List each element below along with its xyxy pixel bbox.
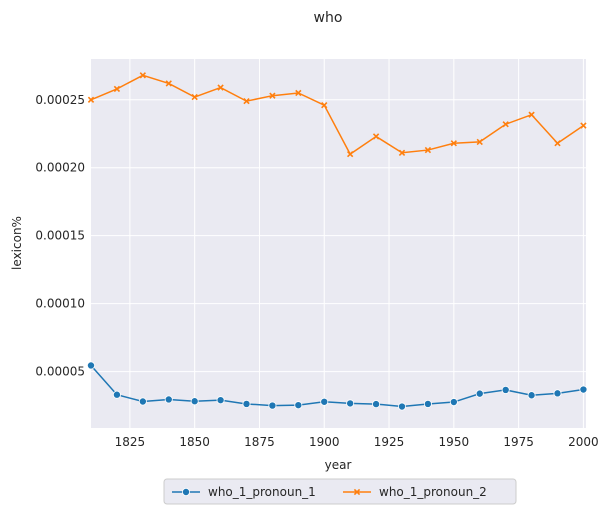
data-point: [320, 397, 329, 406]
data-point: [346, 150, 354, 158]
x-tick-label: 1950: [439, 435, 470, 449]
data-point: [449, 398, 458, 407]
data-point: [553, 389, 562, 398]
data-point: [87, 96, 95, 103]
x-tick-label: 1900: [309, 435, 340, 449]
data-point: [243, 97, 250, 105]
data-point: [191, 93, 198, 101]
data-point: [502, 121, 509, 128]
y-axis-label: lexicon%: [10, 216, 24, 270]
data-point: [217, 84, 224, 91]
y-tick-label: 0.00010: [35, 297, 85, 311]
data-point: [397, 402, 406, 411]
data-point: [269, 92, 276, 99]
data-point: [164, 395, 173, 404]
data-point: [554, 140, 561, 147]
data-point: [190, 397, 199, 406]
data-point: [139, 72, 146, 79]
chart-title: who: [314, 10, 343, 26]
data-point: [138, 397, 147, 406]
x-tick-label: 1850: [179, 435, 210, 449]
y-tick-label: 0.00015: [35, 229, 85, 243]
data-point: [398, 149, 406, 156]
series-line: [90, 364, 584, 408]
y-axis-ticks: 0.00005 0.00010 0.00015 0.00020 0.00025: [35, 93, 85, 379]
legend-marker: [353, 488, 361, 496]
x-tick-label: 1875: [244, 435, 275, 449]
data-point: [295, 89, 302, 97]
data-point: [268, 401, 277, 410]
data-point: [321, 102, 328, 109]
data-point: [372, 133, 380, 140]
x-tick-label: 1975: [503, 435, 534, 449]
legend: who_1_pronoun_1 who_1_pronoun_2: [163, 478, 517, 505]
data-point: [165, 80, 172, 87]
data-point: [580, 122, 587, 129]
data-point: [501, 385, 510, 394]
data-point: [579, 385, 588, 394]
plot-area: [91, 59, 586, 428]
y-tick-label: 0.00005: [35, 365, 85, 379]
series-line: [90, 74, 584, 156]
series-layer: [87, 72, 588, 411]
x-axis-label: year: [325, 458, 352, 472]
data-point: [424, 146, 432, 154]
data-point: [527, 391, 536, 400]
data-point: [528, 111, 535, 118]
data-point: [216, 396, 225, 405]
series-2: [87, 72, 587, 158]
legend-item: who_1_pronoun_1: [172, 485, 316, 499]
y-tick-label: 0.00025: [35, 93, 85, 107]
legend-box: [163, 478, 517, 505]
data-point: [87, 361, 96, 370]
data-point: [450, 140, 457, 147]
legend-item: who_1_pronoun_2: [343, 485, 487, 499]
y-tick-label: 0.00020: [35, 161, 85, 175]
gridlines: [91, 59, 586, 428]
x-tick-label: 2000: [568, 435, 599, 449]
data-point: [242, 399, 251, 408]
data-point: [475, 389, 484, 398]
data-point: [113, 85, 121, 93]
x-axis-ticks: 1825 1850 1875 1900 1925 1950 1975 2000: [115, 435, 599, 449]
x-tick-label: 1925: [374, 435, 405, 449]
data-point: [476, 138, 483, 146]
legend-label: who_1_pronoun_1: [208, 485, 316, 499]
data-point: [112, 390, 121, 399]
x-tick-label: 1825: [115, 435, 146, 449]
data-point: [346, 399, 355, 408]
data-point: [294, 401, 303, 410]
data-point: [372, 400, 381, 409]
series-1: [87, 361, 588, 411]
data-point: [423, 399, 432, 408]
legend-label: who_1_pronoun_2: [379, 485, 487, 499]
legend-marker: [181, 487, 190, 496]
